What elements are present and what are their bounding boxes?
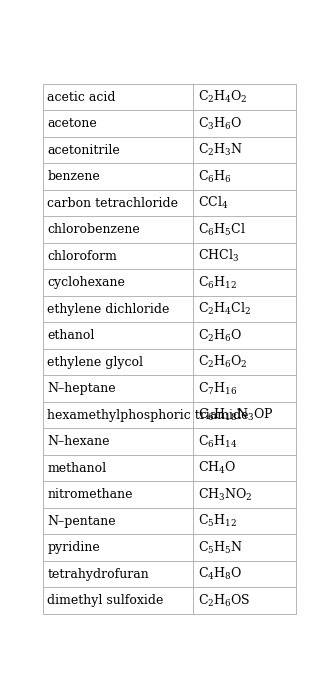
Text: N–heptane: N–heptane xyxy=(47,382,116,395)
Text: $\mathregular{C_4H_8O}$: $\mathregular{C_4H_8O}$ xyxy=(198,566,242,583)
Text: benzene: benzene xyxy=(47,170,100,183)
Text: $\mathregular{C_6H_{12}}$: $\mathregular{C_6H_{12}}$ xyxy=(198,274,237,291)
Text: $\mathregular{C_6H_5Cl}$: $\mathregular{C_6H_5Cl}$ xyxy=(198,222,246,238)
Text: dimethyl sulfoxide: dimethyl sulfoxide xyxy=(47,594,163,607)
Text: $\mathregular{CHCl_3}$: $\mathregular{CHCl_3}$ xyxy=(198,248,239,264)
Text: chloroform: chloroform xyxy=(47,249,117,263)
Text: $\mathregular{C_2H_6O}$: $\mathregular{C_2H_6O}$ xyxy=(198,328,242,343)
Text: chlorobenzene: chlorobenzene xyxy=(47,223,140,236)
Text: $\mathregular{C_6H_{14}}$: $\mathregular{C_6H_{14}}$ xyxy=(198,434,237,450)
Text: $\mathregular{C_7H_{16}}$: $\mathregular{C_7H_{16}}$ xyxy=(198,381,237,397)
Text: acetonitrile: acetonitrile xyxy=(47,144,120,157)
Text: $\mathregular{CH_3NO_2}$: $\mathregular{CH_3NO_2}$ xyxy=(198,486,252,503)
Text: carbon tetrachloride: carbon tetrachloride xyxy=(47,197,178,210)
Text: $\mathregular{CCl_4}$: $\mathregular{CCl_4}$ xyxy=(198,195,228,211)
Text: methanol: methanol xyxy=(47,462,106,475)
Text: acetic acid: acetic acid xyxy=(47,91,116,104)
Text: $\mathregular{C_5H_5N}$: $\mathregular{C_5H_5N}$ xyxy=(198,540,243,556)
Text: ethanol: ethanol xyxy=(47,329,94,342)
Text: N–pentane: N–pentane xyxy=(47,515,116,528)
Text: $\mathregular{C_2H_3N}$: $\mathregular{C_2H_3N}$ xyxy=(198,142,243,158)
Text: cyclohexane: cyclohexane xyxy=(47,276,125,290)
Text: $\mathregular{C_6H_6}$: $\mathregular{C_6H_6}$ xyxy=(198,169,231,184)
Text: $\mathregular{C_3H_6O}$: $\mathregular{C_3H_6O}$ xyxy=(198,115,242,132)
Text: N–hexane: N–hexane xyxy=(47,435,110,448)
Text: hexamethylphosphoric triamide: hexamethylphosphoric triamide xyxy=(47,408,248,422)
Text: $\mathregular{CH_4O}$: $\mathregular{CH_4O}$ xyxy=(198,460,236,476)
Text: nitromethane: nitromethane xyxy=(47,488,133,501)
Text: ethylene dichloride: ethylene dichloride xyxy=(47,303,170,316)
Text: pyridine: pyridine xyxy=(47,541,100,554)
Text: $\mathregular{C_2H_4O_2}$: $\mathregular{C_2H_4O_2}$ xyxy=(198,89,248,105)
Text: $\mathregular{C_5H_{12}}$: $\mathregular{C_5H_{12}}$ xyxy=(198,513,237,529)
Text: $\mathregular{C_2H_6OS}$: $\mathregular{C_2H_6OS}$ xyxy=(198,593,250,609)
Text: ethylene glycol: ethylene glycol xyxy=(47,356,143,369)
Text: $\mathregular{C_6H_{18}N_3OP}$: $\mathregular{C_6H_{18}N_3OP}$ xyxy=(198,407,273,424)
Text: $\mathregular{C_2H_6O_2}$: $\mathregular{C_2H_6O_2}$ xyxy=(198,354,248,370)
Text: acetone: acetone xyxy=(47,117,97,130)
Text: $\mathregular{C_2H_4Cl_2}$: $\mathregular{C_2H_4Cl_2}$ xyxy=(198,301,251,317)
Text: tetrahydrofuran: tetrahydrofuran xyxy=(47,568,149,580)
